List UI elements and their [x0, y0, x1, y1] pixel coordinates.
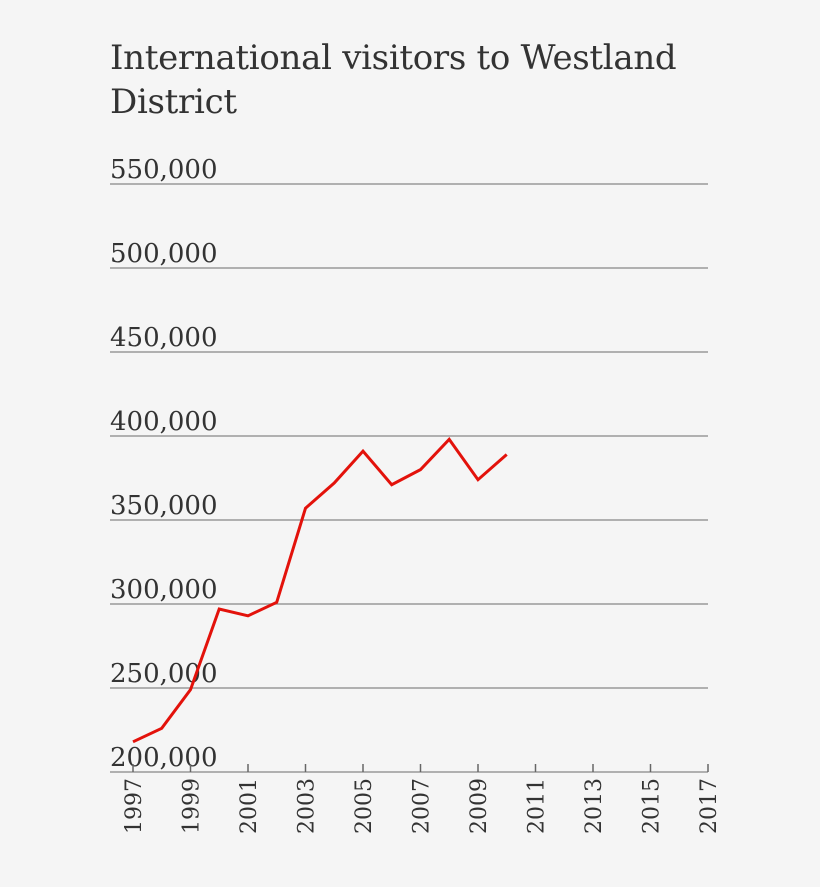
- y-tick-label-450000: 450,000: [110, 323, 218, 353]
- y-tick-label-350000: 350,000: [110, 491, 218, 521]
- y-axis-ticks: 550,000 500,000 450,000 400,000 350,000 300,0…: [110, 155, 218, 773]
- y-tick-label-550000: 550,000: [110, 155, 218, 185]
- chart-title: International visitors to Westland Distr…: [110, 38, 677, 122]
- x-tick-label-2015: 2015: [640, 778, 665, 834]
- x-tick-label-1999: 1999: [180, 778, 205, 834]
- y-tick-label-300000: 300,000: [110, 575, 218, 605]
- series-layer: [132, 437, 508, 744]
- y-tick-label-200000: 200,000: [110, 743, 218, 773]
- y-tick-label-400000: 400,000: [110, 407, 218, 437]
- x-tick-label-2017: 2017: [697, 778, 722, 834]
- x-tick-label-2011: 2011: [525, 778, 550, 834]
- x-tick-label-2013: 2013: [582, 778, 607, 834]
- x-tick-label-2007: 2007: [410, 778, 435, 834]
- series-line-0: [132, 437, 508, 744]
- x-axis-ticks: 1997 1999 2001 2003 2005 2007 2009 2011 2013 2015…: [122, 764, 722, 834]
- gridlines: [110, 183, 708, 773]
- x-tick-label-2003: 2003: [295, 778, 320, 834]
- x-tick-label-2001: 2001: [237, 778, 262, 834]
- x-tick-label-1997: 1997: [122, 778, 147, 834]
- x-tick-label-2009: 2009: [467, 778, 492, 834]
- y-tick-label-500000: 500,000: [110, 239, 218, 269]
- x-tick-label-2005: 2005: [352, 778, 377, 834]
